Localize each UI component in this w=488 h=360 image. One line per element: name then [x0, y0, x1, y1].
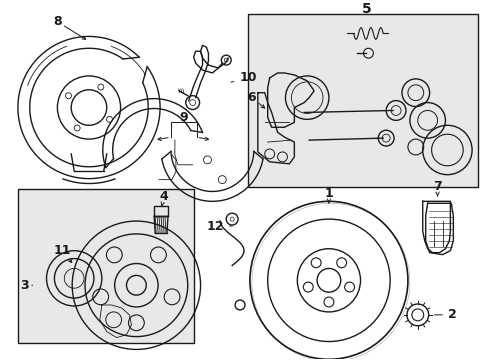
Bar	[18, 189, 193, 342]
Text: 6: 6	[247, 91, 264, 108]
Text: 8: 8	[53, 15, 85, 39]
Text: 2: 2	[433, 309, 456, 321]
Bar	[154, 206, 168, 216]
Text: 9: 9	[179, 111, 188, 124]
Text: 5: 5	[361, 2, 370, 16]
Text: 7: 7	[432, 180, 441, 196]
Text: 11: 11	[54, 244, 72, 262]
Text: 3: 3	[20, 279, 33, 292]
Text: 1: 1	[324, 187, 333, 203]
Text: 4: 4	[159, 190, 168, 206]
Text: 12: 12	[206, 220, 232, 233]
Bar	[247, 14, 477, 186]
Text: 10: 10	[230, 71, 256, 84]
